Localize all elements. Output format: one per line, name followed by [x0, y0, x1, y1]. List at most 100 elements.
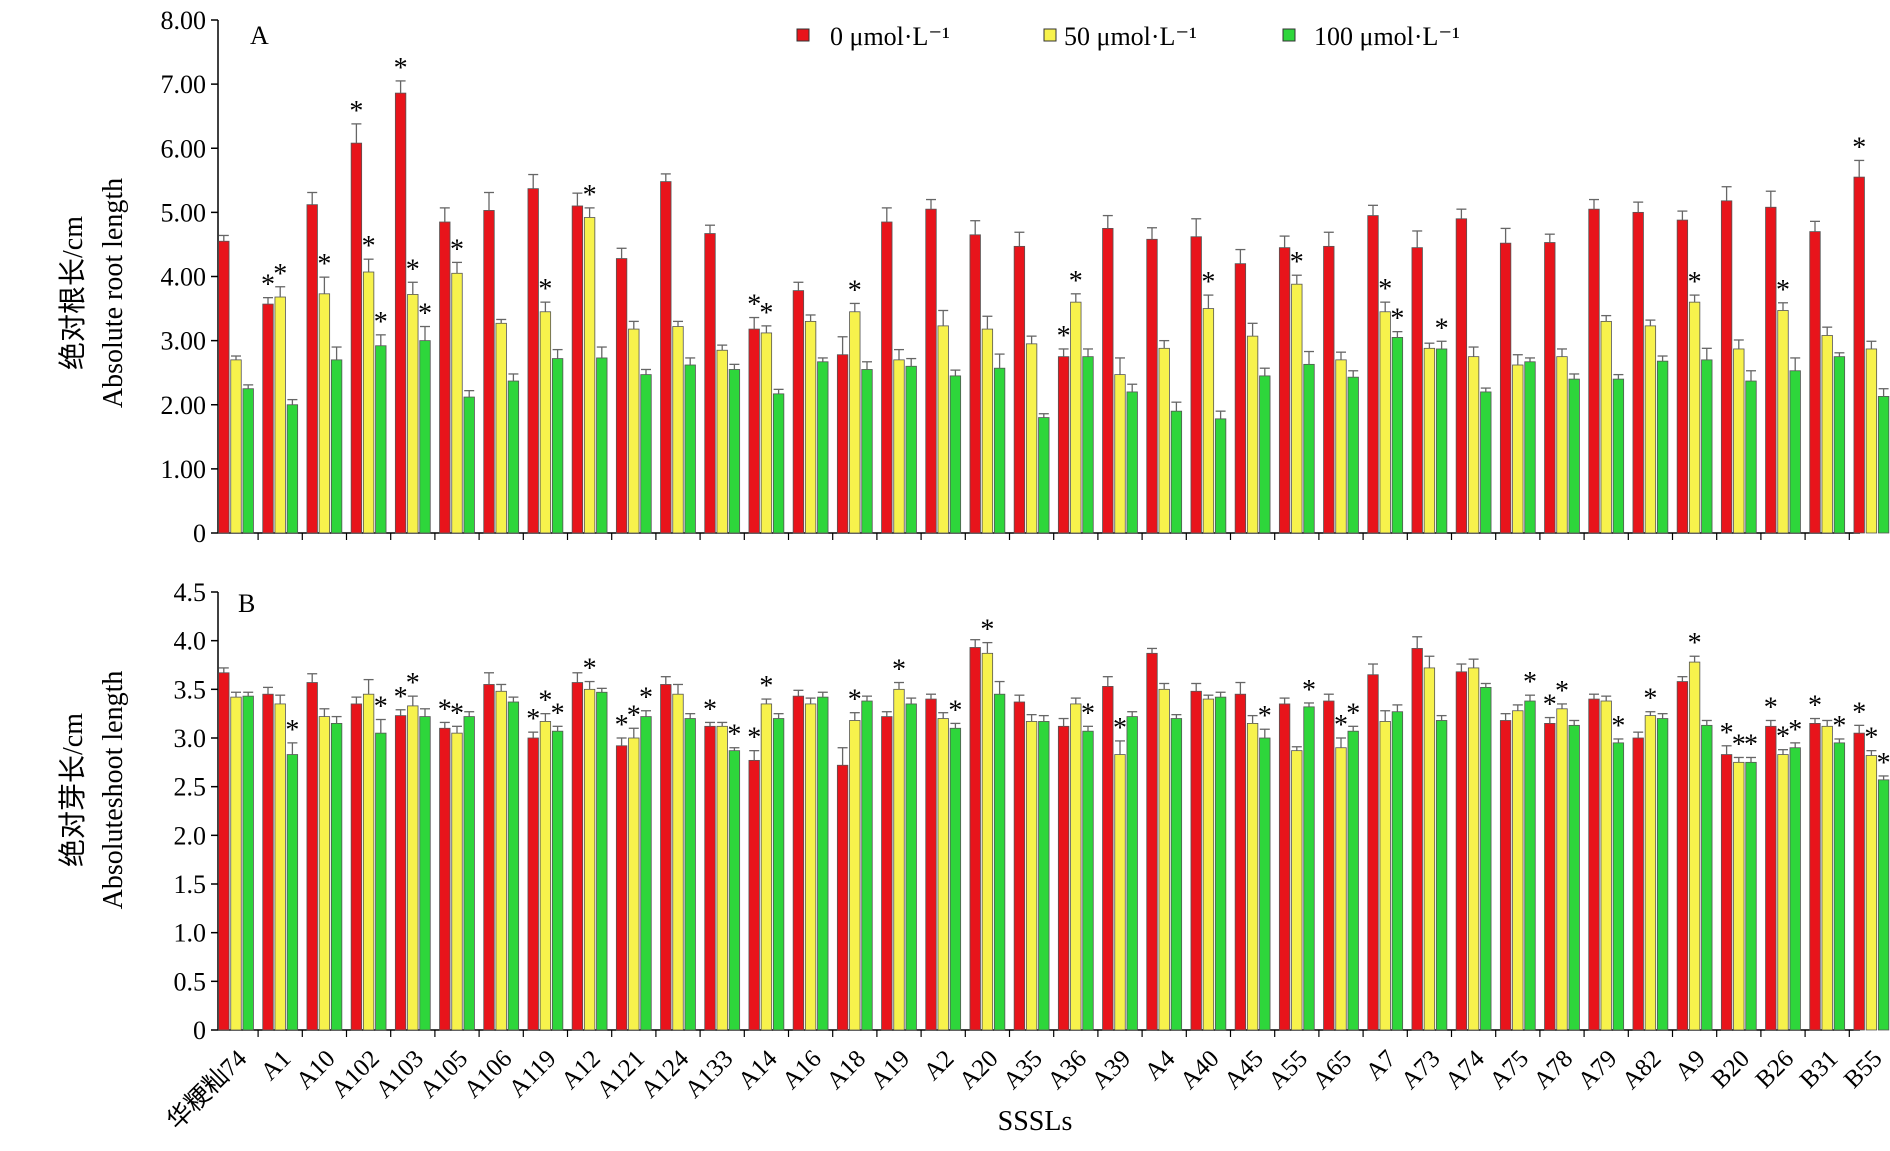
bar: [1127, 392, 1138, 533]
bar: [1589, 209, 1600, 533]
y-tick-label: 1.0: [174, 919, 207, 948]
bar: [1159, 689, 1170, 1030]
y-tick-label: 0.5: [174, 967, 207, 996]
significance-asterisk: *: [1390, 304, 1404, 335]
bar: [749, 760, 760, 1030]
bar: [926, 699, 937, 1030]
bar: [1014, 246, 1025, 533]
bar: [1766, 207, 1777, 533]
significance-asterisk: *: [1764, 692, 1778, 723]
bar: [1368, 675, 1379, 1030]
bar: [275, 704, 286, 1030]
bar: [1348, 731, 1359, 1030]
bar: [1569, 725, 1580, 1030]
bar: [1790, 371, 1801, 533]
bar: [705, 726, 716, 1030]
significance-asterisk: *: [727, 720, 741, 751]
bar: [1191, 237, 1202, 533]
x-tick-label: A73: [1396, 1045, 1446, 1095]
bar: [761, 333, 772, 533]
bar: [1039, 721, 1050, 1030]
legend-label-0: 0 μmol·L⁻¹: [830, 22, 950, 51]
bar: [1689, 302, 1700, 533]
bar: [837, 355, 848, 533]
bar: [1702, 725, 1713, 1030]
bar: [452, 273, 463, 533]
x-tick-label: A74: [1440, 1045, 1490, 1095]
bar: [1279, 704, 1290, 1030]
x-tick-label: A133: [680, 1045, 738, 1103]
bar: [805, 321, 816, 533]
significance-asterisk: *: [551, 698, 565, 729]
bar: [395, 716, 406, 1030]
bar: [1766, 726, 1777, 1030]
bar: [1424, 348, 1435, 533]
significance-asterisk: *: [285, 715, 299, 746]
bar: [818, 697, 829, 1030]
bar: [629, 738, 640, 1030]
bar: [597, 692, 608, 1030]
bar: [1159, 348, 1170, 533]
significance-asterisk: *: [450, 698, 464, 729]
bar: [1468, 357, 1479, 533]
bar: [894, 689, 905, 1030]
significance-asterisk: *: [1688, 267, 1702, 298]
significance-asterisk: *: [1688, 628, 1702, 659]
x-tick-label: A102: [326, 1045, 384, 1103]
bar: [1677, 682, 1688, 1030]
x-tick-label: 华粳籼74: [162, 1044, 253, 1135]
significance-asterisk: *: [418, 299, 432, 330]
bar: [1412, 648, 1423, 1030]
bar: [1324, 246, 1335, 533]
bar: [1834, 357, 1845, 533]
bar: [926, 209, 937, 533]
y-tick-label: 3.0: [174, 724, 207, 753]
x-tick-label: A4: [1140, 1045, 1181, 1086]
bar: [773, 394, 784, 533]
bar: [970, 235, 981, 533]
x-tick-label: A40: [1175, 1045, 1225, 1095]
panel-a-ylabel-en: Absolute root length: [98, 178, 129, 408]
bar: [1525, 362, 1536, 533]
bar: [1368, 216, 1379, 533]
bar: [1380, 721, 1391, 1030]
bar: [363, 272, 374, 533]
bar: [837, 765, 848, 1030]
bar: [528, 738, 539, 1030]
significance-asterisk: *: [747, 723, 761, 754]
x-tick-label: A65: [1308, 1045, 1358, 1095]
bar: [1854, 733, 1865, 1030]
bar: [1500, 720, 1511, 1030]
panel-b-label: B: [238, 589, 255, 618]
x-tick-label: A14: [733, 1045, 783, 1095]
bar: [616, 259, 627, 533]
bar: [1866, 756, 1877, 1030]
bar: [850, 720, 861, 1030]
significance-asterisk: *: [759, 671, 773, 702]
y-tick-label: 4.0: [174, 627, 207, 656]
bar: [1436, 349, 1447, 533]
significance-asterisk: *: [1832, 711, 1846, 742]
bar: [994, 368, 1005, 533]
bar: [1039, 418, 1050, 533]
x-tick-label: A19: [866, 1045, 916, 1095]
bar: [408, 294, 419, 533]
y-tick-label: 7.00: [161, 70, 207, 99]
bar: [1171, 411, 1182, 533]
bar: [1557, 357, 1568, 533]
x-tick-label: A119: [504, 1045, 562, 1103]
significance-asterisk: *: [1523, 667, 1537, 698]
bar: [263, 694, 274, 1030]
bar: [1657, 361, 1668, 533]
bar: [243, 389, 254, 533]
x-tick-label: A45: [1219, 1045, 1269, 1095]
significance-asterisk: *: [1877, 748, 1890, 779]
bar: [950, 376, 961, 533]
bar: [982, 653, 993, 1030]
bar: [1557, 709, 1568, 1030]
bar: [1878, 396, 1889, 533]
significance-asterisk: *: [1201, 267, 1215, 298]
bar: [1103, 686, 1114, 1030]
bar: [1810, 723, 1821, 1030]
significance-asterisk: *: [362, 231, 376, 262]
